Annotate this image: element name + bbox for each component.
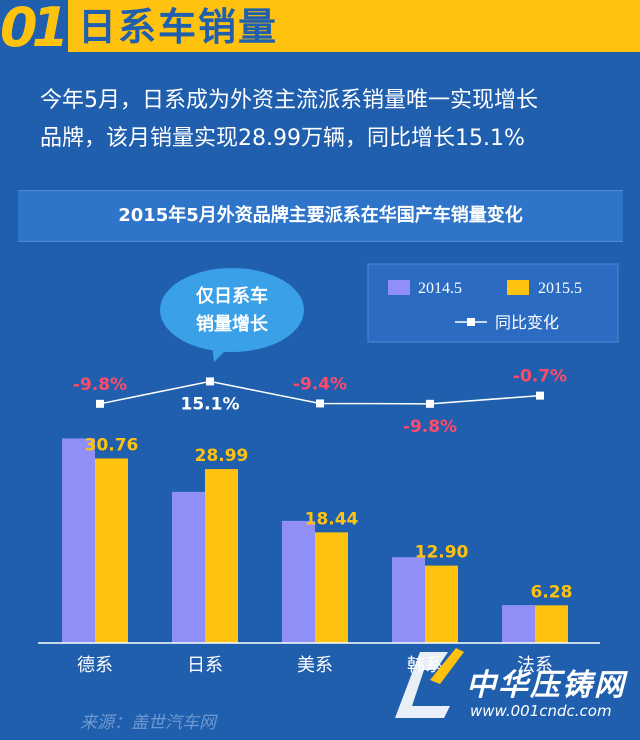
legend-point-marker [467,318,475,326]
page-title: 日系车销量 [78,5,279,49]
growth-label-1: 15.1% [181,394,240,414]
category-label-2: 美系 [297,655,333,676]
category-label-1: 日系 [187,655,223,676]
logo-mark [395,648,464,718]
source-note: 来源：盖世汽车网 [80,713,216,733]
growth-point-4 [536,391,544,400]
chart-title: 2015年5月外资品牌主要派系在华国产车销量变化 [118,205,523,226]
bar-2014-4 [502,605,535,643]
legend-label-2014: 2014.5 [418,280,462,297]
legend-swatch-2014 [388,280,410,295]
callout-line-2: 销量增长 [196,313,269,335]
bar-2014-2 [282,520,315,643]
logo-text: 中华压铸网 [466,668,626,703]
intro-text: 今年5月，日系成为外资主流派系销量唯一实现增长 品牌，该月销量实现28.99万辆… [40,82,620,158]
bar-2014-0 [62,438,95,643]
header: 01 日系车销量 [0,0,640,60]
callout-line-1: 仅日系车 [195,285,268,307]
growth-label-0: -9.8% [73,375,127,395]
logo-url: www.001cndc.com [470,702,612,720]
chart-title-bar: 2015年5月外资品牌主要派系在华国产车销量变化 [18,190,623,242]
data-label-2015-1: 28.99 [195,446,249,466]
intro-line-1: 今年5月，日系成为外资主流派系销量唯一实现增长 [40,88,538,113]
legend-swatch-2015 [507,280,529,295]
data-label-2015-2: 18.44 [305,509,359,529]
category-label-4: 法系 [517,655,553,676]
bar-2015-3 [425,565,458,643]
legend-label-growth: 同比变化 [495,313,559,332]
data-label-2015-0: 30.76 [85,435,139,455]
data-label-2015-4: 6.28 [531,582,573,602]
bar-2015-2 [315,532,348,643]
growth-label-2: -9.4% [293,374,347,394]
data-label-2015-3: 12.90 [415,543,469,563]
callout-bubble-tail [212,346,230,362]
growth-label-3: -9.8% [403,417,457,437]
section-number: 01 [0,0,69,59]
bar-chart: 2014.5 2015.5 同比变化 仅日系车 销量增长 30.76 德系 28.9… [38,263,619,676]
plot-area: 30.76德系28.99日系18.44美系12.90韩系6.28法系-9.8%1… [62,367,572,676]
bar-2015-4 [535,605,568,643]
bar-2015-0 [95,458,128,643]
growth-point-1 [206,377,214,386]
legend-label-2015: 2015.5 [538,280,582,297]
callout-bubble [160,268,304,352]
bar-2014-1 [172,491,205,643]
bar-2015-1 [205,469,238,643]
intro-line-2: 品牌，该月销量实现28.99万辆，同比增长15.1% [40,126,525,151]
growth-point-2 [316,399,324,408]
legend-box [367,263,619,343]
growth-label-4: -0.7% [513,367,567,387]
growth-point-3 [426,399,434,408]
bar-2014-3 [392,557,425,643]
header-bar [68,0,640,52]
category-label-0: 德系 [77,655,113,676]
growth-point-0 [96,399,104,408]
